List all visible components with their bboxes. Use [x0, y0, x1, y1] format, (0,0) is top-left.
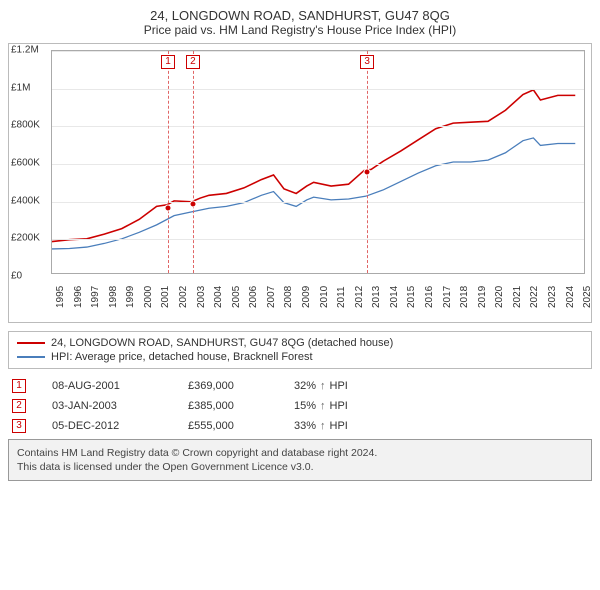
chart-area: 12 3 £0 £200K £400K £600K £800K £1M £1.2M 1995 19… [8, 43, 592, 323]
legend-swatch [17, 342, 45, 344]
x-axis-label: 2006 [248, 286, 260, 308]
transaction-price: £555,000 [188, 420, 268, 432]
legend-label: 24, LONGDOWN ROAD, SANDHURST, GU47 8QG (… [51, 337, 393, 349]
x-axis-label: 2020 [494, 286, 506, 308]
arrow-up-icon: ↑ [320, 400, 326, 412]
transaction-date: 03-JAN-2003 [52, 400, 162, 412]
y-axis-label: £400K [11, 195, 40, 206]
legend: 24, LONGDOWN ROAD, SANDHURST, GU47 8QG (… [8, 331, 592, 369]
transaction-pct: 15% ↑ HPI [294, 400, 348, 412]
legend-label: HPI: Average price, detached house, Brac… [51, 351, 313, 363]
plot-area: 12 3 [51, 50, 585, 274]
chart-title: 24, LONGDOWN ROAD, SANDHURST, GU47 8QG [8, 8, 592, 23]
y-axis-label: £600K [11, 158, 40, 169]
x-axis-label: 1999 [125, 286, 137, 308]
x-axis-label: 2008 [283, 286, 295, 308]
marker-point [189, 201, 196, 208]
x-axis-label: 2017 [442, 286, 454, 308]
marker-line [367, 51, 368, 273]
x-axis-label: 2015 [406, 286, 418, 308]
attribution-footer: Contains HM Land Registry data © Crown c… [8, 439, 592, 481]
legend-item: HPI: Average price, detached house, Brac… [17, 350, 583, 364]
x-axis-label: 2025 [582, 286, 594, 308]
transaction-marker: 2 [12, 399, 26, 413]
y-axis-label: £1M [11, 82, 30, 93]
x-axis-label: 2018 [459, 286, 471, 308]
x-axis-label: 2011 [336, 286, 348, 308]
y-axis-label: £200K [11, 233, 40, 244]
footer-line-1: Contains HM Land Registry data © Crown c… [17, 446, 583, 460]
x-axis-label: 1997 [90, 286, 102, 308]
transaction-date: 08-AUG-2001 [52, 380, 162, 392]
x-axis-label: 2024 [565, 286, 577, 308]
x-axis-label: 2022 [529, 286, 541, 308]
marker-point [364, 169, 371, 176]
y-axis-label: £1.2M [11, 45, 39, 56]
x-axis-label: 2012 [354, 286, 366, 308]
gridline [52, 239, 584, 240]
transaction-pct: 32% ↑ HPI [294, 380, 348, 392]
marker-label: 3 [360, 55, 374, 69]
x-axis-label: 1995 [55, 286, 67, 308]
x-axis-label: 2003 [196, 286, 208, 308]
transaction-marker: 1 [12, 379, 26, 393]
arrow-up-icon: ↑ [320, 380, 326, 392]
x-axis-label: 2007 [266, 286, 278, 308]
x-axis-label: 2019 [477, 286, 489, 308]
x-axis-label: 2005 [231, 286, 243, 308]
gridline [52, 126, 584, 127]
series-hpi [52, 138, 575, 249]
series-property [52, 90, 575, 242]
footer-line-2: This data is licensed under the Open Gov… [17, 460, 583, 474]
x-axis-label: 2000 [143, 286, 155, 308]
arrow-up-icon: ↑ [320, 420, 326, 432]
x-axis-label: 2001 [160, 286, 172, 308]
transaction-row: 2 03-JAN-2003 £385,000 15% ↑ HPI [12, 399, 592, 413]
legend-item: 24, LONGDOWN ROAD, SANDHURST, GU47 8QG (… [17, 336, 583, 350]
marker-label: 1 [161, 55, 175, 69]
transaction-price: £385,000 [188, 400, 268, 412]
x-axis-label: 2014 [389, 286, 401, 308]
transactions-table: 1 08-AUG-2001 £369,000 32% ↑ HPI 2 03-JAN-200… [8, 379, 592, 433]
gridline [52, 164, 584, 165]
x-axis-label: 2013 [371, 286, 383, 308]
chart-subtitle: Price paid vs. HM Land Registry's House … [8, 23, 592, 37]
gridline [52, 202, 584, 203]
x-axis-label: 2023 [547, 286, 559, 308]
gridline [52, 89, 584, 90]
transaction-date: 05-DEC-2012 [52, 420, 162, 432]
x-axis-label: 1996 [73, 286, 85, 308]
x-axis-label: 1998 [108, 286, 120, 308]
marker-line [168, 51, 169, 273]
transaction-price: £369,000 [188, 380, 268, 392]
x-axis-label: 2010 [319, 286, 331, 308]
y-axis-label: £0 [11, 271, 22, 282]
x-axis-label: 2009 [301, 286, 313, 308]
y-axis-label: £800K [11, 120, 40, 131]
transaction-row: 1 08-AUG-2001 £369,000 32% ↑ HPI [12, 379, 592, 393]
x-axis-label: 2016 [424, 286, 436, 308]
marker-line [193, 51, 194, 273]
x-axis-label: 2004 [213, 286, 225, 308]
marker-point [164, 204, 171, 211]
gridline [52, 51, 584, 52]
transaction-marker: 3 [12, 419, 26, 433]
transaction-row: 3 05-DEC-2012 £555,000 33% ↑ HPI [12, 419, 592, 433]
x-axis-label: 2021 [512, 286, 524, 308]
marker-label: 2 [186, 55, 200, 69]
x-axis-label: 2002 [178, 286, 190, 308]
legend-swatch [17, 356, 45, 358]
transaction-pct: 33% ↑ HPI [294, 420, 348, 432]
